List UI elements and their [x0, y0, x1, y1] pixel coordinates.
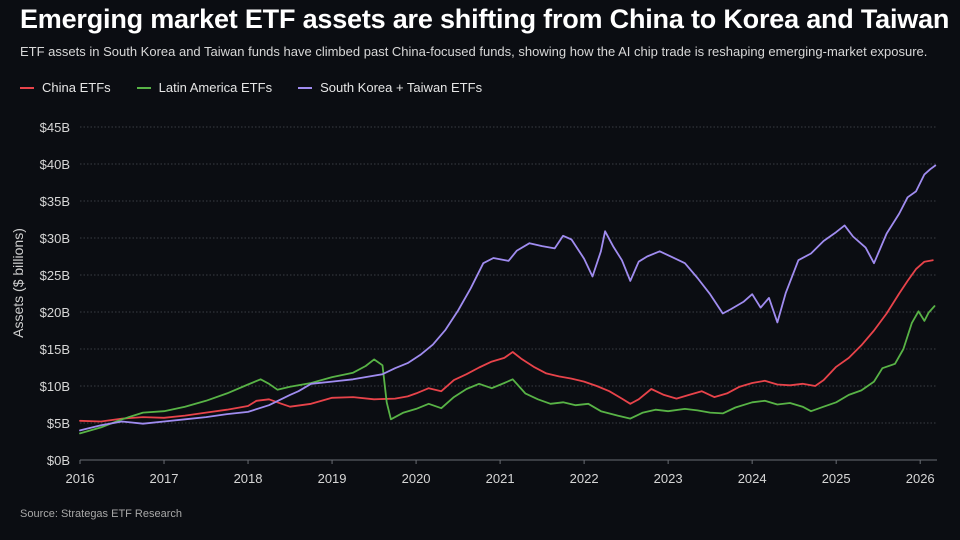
china-line: [79, 259, 934, 423]
y-tick-label: $35B: [40, 194, 70, 209]
x-tick-label: 2020: [402, 471, 431, 486]
y-tick-label: $25B: [40, 268, 70, 283]
y-tick-label: $30B: [40, 231, 70, 246]
legend-item-latam: Latin America ETFs: [136, 80, 273, 95]
legend-swatch-china: [20, 86, 34, 89]
x-tick-label: 2017: [150, 471, 179, 486]
legend-item-china: China ETFs: [20, 80, 111, 95]
x-tick-label: 2018: [234, 471, 263, 486]
legend-swatch-latam: [136, 86, 151, 89]
latam-line: [79, 305, 936, 435]
y-tick-label: $0B: [47, 453, 70, 468]
legend-label-china: China ETFs: [42, 80, 111, 95]
chart-subtitle: ETF assets in South Korea and Taiwan fun…: [20, 44, 928, 59]
legend-label-latam: Latin America ETFs: [158, 80, 273, 95]
x-tick-label: 2025: [822, 471, 851, 486]
chart-title: Emerging market ETF assets are shifting …: [20, 4, 950, 34]
chart-legend: China ETFs Latin America ETFs South Kore…: [20, 80, 482, 95]
x-tick-label: 2024: [738, 471, 767, 486]
y-tick-label: $5B: [47, 416, 70, 431]
y-tick-label: $20B: [40, 305, 70, 320]
x-tick-label: 2016: [66, 471, 95, 486]
x-tick-label: 2026: [906, 471, 935, 486]
source-note: Source: Strategas ETF Research: [20, 508, 183, 520]
x-tick-label: 2022: [570, 471, 599, 486]
legend-item-korea-taiwan: South Korea + Taiwan ETFs: [298, 80, 482, 95]
legend-label-korea-taiwan: South Korea + Taiwan ETFs: [320, 80, 483, 95]
x-tick-label: 2019: [318, 471, 347, 486]
y-tick-label: $10B: [40, 379, 70, 394]
x-tick-label: 2021: [486, 471, 515, 486]
y-tick-label: $15B: [40, 342, 70, 357]
korea-taiwan-line: [79, 164, 937, 432]
y-tick-label: $45B: [40, 120, 70, 135]
y-tick-label: $40B: [40, 157, 70, 172]
legend-swatch-korea-taiwan: [298, 86, 313, 89]
x-tick-label: 2023: [654, 471, 683, 486]
